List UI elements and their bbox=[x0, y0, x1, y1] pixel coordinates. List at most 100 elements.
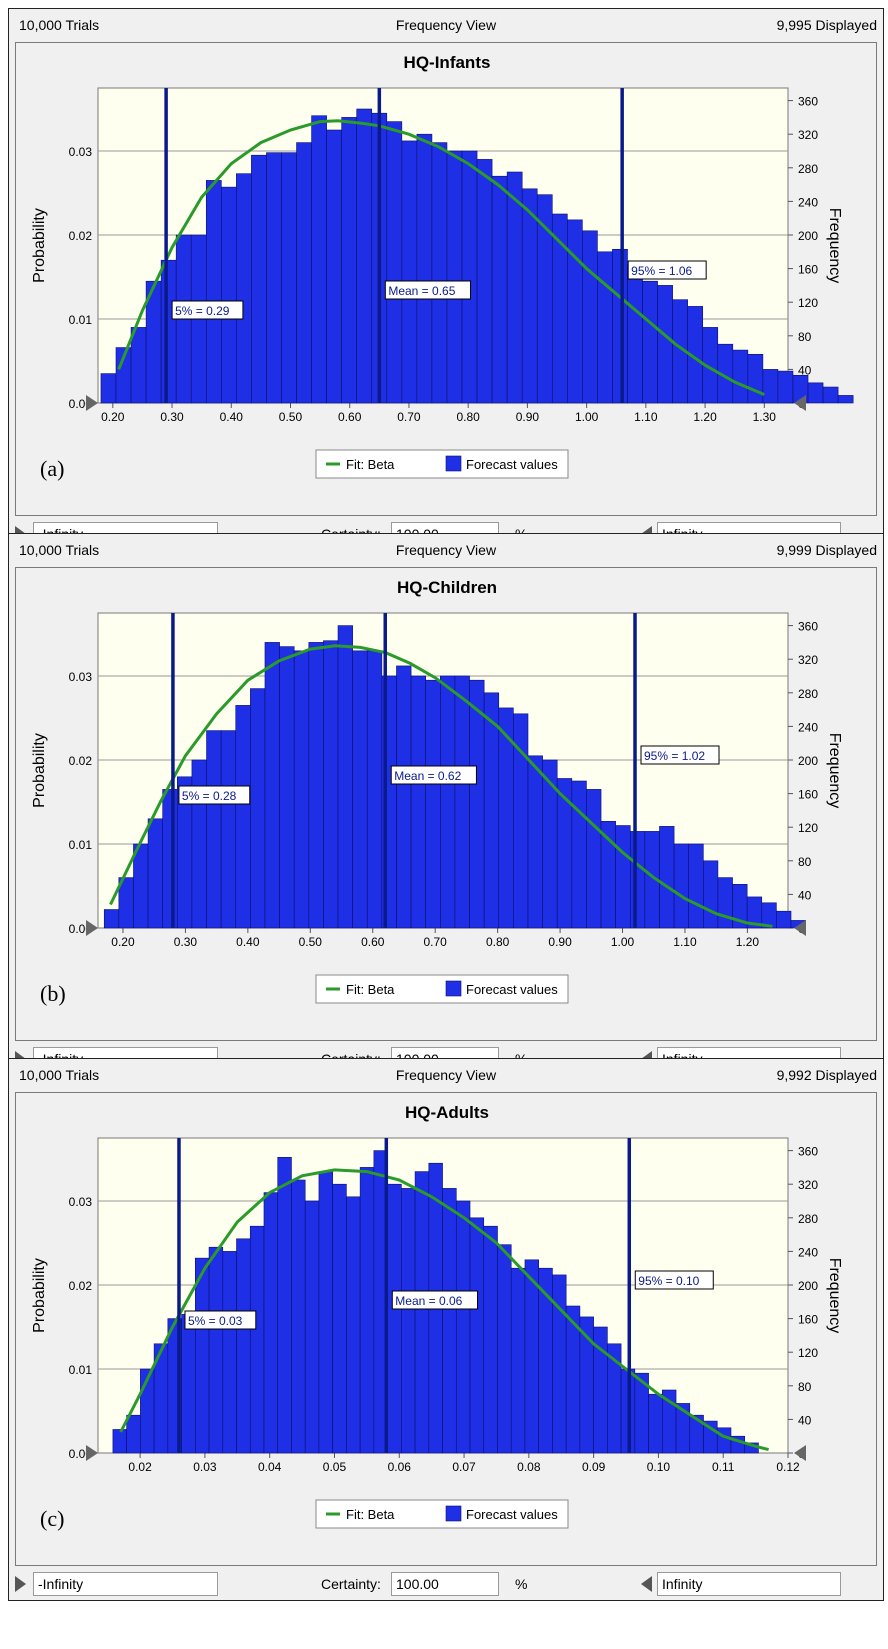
histogram-bar bbox=[483, 692, 500, 929]
y2-tick-label: 320 bbox=[798, 1178, 818, 1192]
certainty-field[interactable]: 100.00 bbox=[391, 1572, 499, 1596]
lower-grabber-icon[interactable] bbox=[15, 1576, 26, 1592]
histogram-bar bbox=[703, 860, 719, 929]
trials-count: 10,000 Trials bbox=[19, 1067, 100, 1083]
histogram-bar bbox=[133, 843, 149, 929]
histogram-bar bbox=[126, 1414, 141, 1454]
marker-label: 95% = 0.10 bbox=[638, 1274, 699, 1288]
y2-tick-label: 40 bbox=[798, 363, 812, 377]
marker-label: Mean = 0.65 bbox=[388, 284, 455, 298]
view-mode[interactable]: Frequency View bbox=[395, 1067, 497, 1083]
histogram-bar bbox=[277, 1157, 292, 1454]
histogram-bar bbox=[642, 280, 658, 404]
histogram-bar bbox=[627, 264, 643, 404]
forecast-panel-b: 10,000 Trials Frequency View 9,999 Displ… bbox=[8, 533, 884, 1076]
histogram-bar bbox=[542, 759, 558, 929]
histogram-bar bbox=[222, 1251, 237, 1454]
view-mode[interactable]: Frequency View bbox=[395, 17, 497, 33]
y-tick-label: 0.01 bbox=[69, 313, 93, 327]
histogram-bar bbox=[410, 675, 427, 929]
histogram-bar bbox=[263, 1192, 279, 1454]
fit-beta-curve bbox=[109, 644, 773, 928]
y2-tick-label: 360 bbox=[798, 620, 818, 634]
x-tick-label: 0.06 bbox=[388, 1460, 412, 1474]
histogram-bar bbox=[521, 188, 538, 404]
x-tick-label: 1.00 bbox=[575, 410, 599, 424]
x-tick-label: 0.30 bbox=[174, 935, 198, 949]
x-tick-label: 0.02 bbox=[128, 1460, 152, 1474]
right-grabber-icon bbox=[794, 1445, 806, 1461]
marker-label-box bbox=[640, 745, 720, 765]
histogram-bar bbox=[147, 818, 163, 929]
histogram-bar bbox=[386, 121, 403, 404]
y2-tick-label: 280 bbox=[798, 687, 818, 701]
marker-label-box bbox=[390, 765, 477, 785]
histogram-bar bbox=[356, 108, 373, 404]
histogram-bar bbox=[293, 650, 310, 929]
y2-tick-label: 200 bbox=[798, 229, 818, 243]
y-tick-label: 0.03 bbox=[69, 670, 93, 684]
histogram-bar bbox=[716, 1427, 732, 1454]
histogram-bar bbox=[442, 1188, 457, 1454]
histogram-bar bbox=[497, 1244, 512, 1454]
chart-area: HQ-Adults0.000.010.020.03040801201602002… bbox=[15, 1092, 877, 1566]
lower-bound-field[interactable]: -Infinity bbox=[33, 1572, 218, 1596]
x-tick-label: 1.30 bbox=[753, 410, 777, 424]
histogram-bar bbox=[582, 230, 598, 404]
marker-label: Mean = 0.06 bbox=[395, 1294, 462, 1308]
left-grabber-icon bbox=[86, 920, 98, 936]
marker-label: 5% = 0.28 bbox=[182, 789, 237, 803]
legend-fit-label: Fit: Beta bbox=[346, 457, 395, 472]
y2-tick-label: 320 bbox=[798, 128, 818, 142]
upper-bound-field[interactable]: Infinity bbox=[657, 1572, 841, 1596]
histogram-bar bbox=[160, 259, 177, 404]
marker-label-box bbox=[184, 1310, 257, 1330]
histogram-bar bbox=[454, 675, 470, 929]
x-tick-label: 0.40 bbox=[236, 935, 260, 949]
marker-label-box bbox=[391, 1290, 479, 1310]
legend-bars-swatch bbox=[445, 455, 462, 472]
histogram-bar bbox=[440, 675, 456, 929]
y-tick-label: 0.02 bbox=[69, 754, 93, 768]
histogram-bar bbox=[615, 825, 631, 929]
upper-grabber-icon[interactable] bbox=[641, 1576, 652, 1592]
x-tick-label: 0.70 bbox=[397, 410, 421, 424]
x-tick-label: 0.05 bbox=[323, 1460, 347, 1474]
x-tick-label: 0.80 bbox=[486, 935, 510, 949]
y-tick-label: 0.01 bbox=[69, 1363, 93, 1377]
x-tick-label: 0.80 bbox=[456, 410, 480, 424]
forecast-panel-c: 10,000 Trials Frequency View 9,992 Displ… bbox=[8, 1058, 884, 1601]
view-mode[interactable]: Frequency View bbox=[395, 542, 497, 558]
histogram-bar bbox=[571, 780, 587, 929]
histogram-bar bbox=[837, 395, 854, 404]
panel-label: (c) bbox=[40, 1506, 64, 1531]
y2-tick-label: 120 bbox=[798, 821, 818, 835]
marker-label-box bbox=[634, 1270, 714, 1290]
left-grabber-icon bbox=[86, 395, 98, 411]
histogram-bar bbox=[491, 175, 508, 404]
histogram-bar bbox=[318, 1171, 333, 1454]
y2-tick-label: 320 bbox=[798, 653, 818, 667]
marker-label: Mean = 0.62 bbox=[394, 769, 461, 783]
histogram-bar bbox=[567, 219, 583, 404]
left-grabber-icon bbox=[86, 1445, 98, 1461]
chart-title: HQ-Adults bbox=[405, 1103, 489, 1122]
histogram-bar bbox=[483, 1225, 498, 1454]
histogram-bar bbox=[777, 370, 794, 404]
histogram-bar bbox=[586, 789, 602, 929]
marker-label-box bbox=[627, 260, 707, 280]
x-tick-label: 0.50 bbox=[279, 410, 303, 424]
histogram-bar bbox=[396, 665, 412, 929]
y2-tick-label: 280 bbox=[798, 1212, 818, 1226]
histogram-bar bbox=[103, 909, 120, 929]
histogram-bar bbox=[206, 730, 222, 929]
histogram-bar bbox=[251, 154, 267, 404]
histogram-bar bbox=[425, 679, 441, 929]
legend-bars-label: Forecast values bbox=[466, 457, 558, 472]
y-tick-label: 0.03 bbox=[69, 145, 93, 159]
marker-label: 95% = 1.02 bbox=[644, 749, 705, 763]
legend-box bbox=[315, 449, 569, 479]
x-tick-label: 0.40 bbox=[220, 410, 244, 424]
y2-tick-label: 40 bbox=[798, 888, 812, 902]
histogram-bar bbox=[220, 730, 237, 929]
